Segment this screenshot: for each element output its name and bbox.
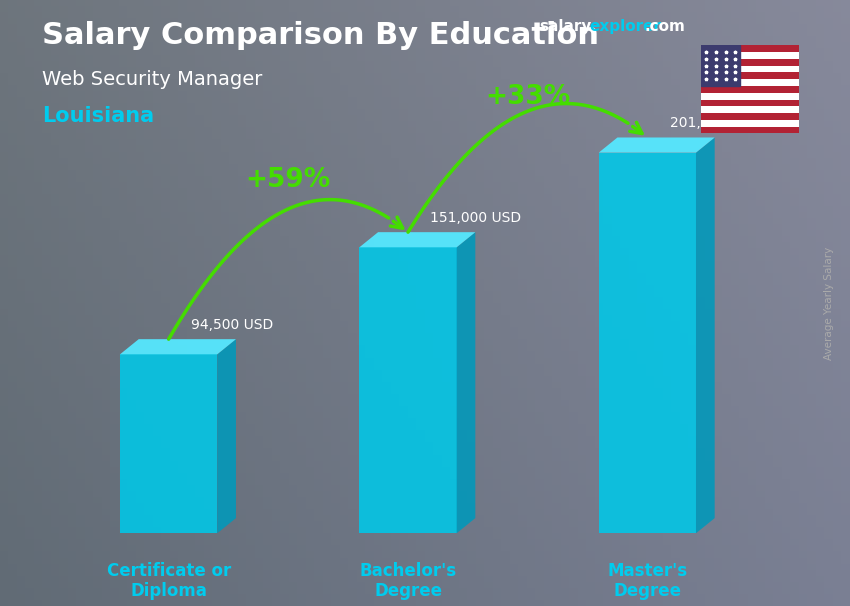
Text: +59%: +59% — [246, 167, 331, 193]
Text: 151,000 USD: 151,000 USD — [430, 211, 522, 225]
Text: 201,000 USD: 201,000 USD — [670, 116, 761, 130]
Bar — [701, 106, 799, 113]
Bar — [701, 86, 799, 93]
Polygon shape — [120, 339, 236, 355]
Bar — [701, 59, 799, 65]
Text: explorer: explorer — [589, 19, 661, 35]
Polygon shape — [360, 247, 456, 533]
Bar — [701, 45, 799, 52]
Bar — [701, 79, 799, 86]
Polygon shape — [701, 45, 740, 86]
Text: salary: salary — [540, 19, 592, 35]
Text: Bachelor's
Degree: Bachelor's Degree — [360, 562, 456, 601]
Bar — [701, 127, 799, 133]
Text: Salary Comparison By Education: Salary Comparison By Education — [42, 21, 599, 50]
Bar — [701, 99, 799, 106]
Text: Web Security Manager: Web Security Manager — [42, 70, 263, 88]
Text: Master's
Degree: Master's Degree — [607, 562, 688, 601]
Polygon shape — [218, 339, 236, 533]
Bar — [701, 113, 799, 120]
Bar — [701, 73, 799, 79]
Text: 94,500 USD: 94,500 USD — [191, 318, 274, 331]
Text: .com: .com — [644, 19, 685, 35]
Polygon shape — [120, 355, 218, 533]
Bar — [701, 93, 799, 99]
Bar — [701, 52, 799, 59]
Bar — [701, 65, 799, 73]
Polygon shape — [360, 232, 475, 247]
Bar — [701, 120, 799, 127]
Polygon shape — [598, 138, 715, 153]
Text: Louisiana: Louisiana — [42, 106, 155, 126]
Text: Average Yearly Salary: Average Yearly Salary — [824, 247, 834, 359]
Polygon shape — [598, 153, 696, 533]
Text: Certificate or
Diploma: Certificate or Diploma — [106, 562, 230, 601]
Text: +33%: +33% — [485, 84, 570, 110]
Polygon shape — [456, 232, 475, 533]
Polygon shape — [696, 138, 715, 533]
